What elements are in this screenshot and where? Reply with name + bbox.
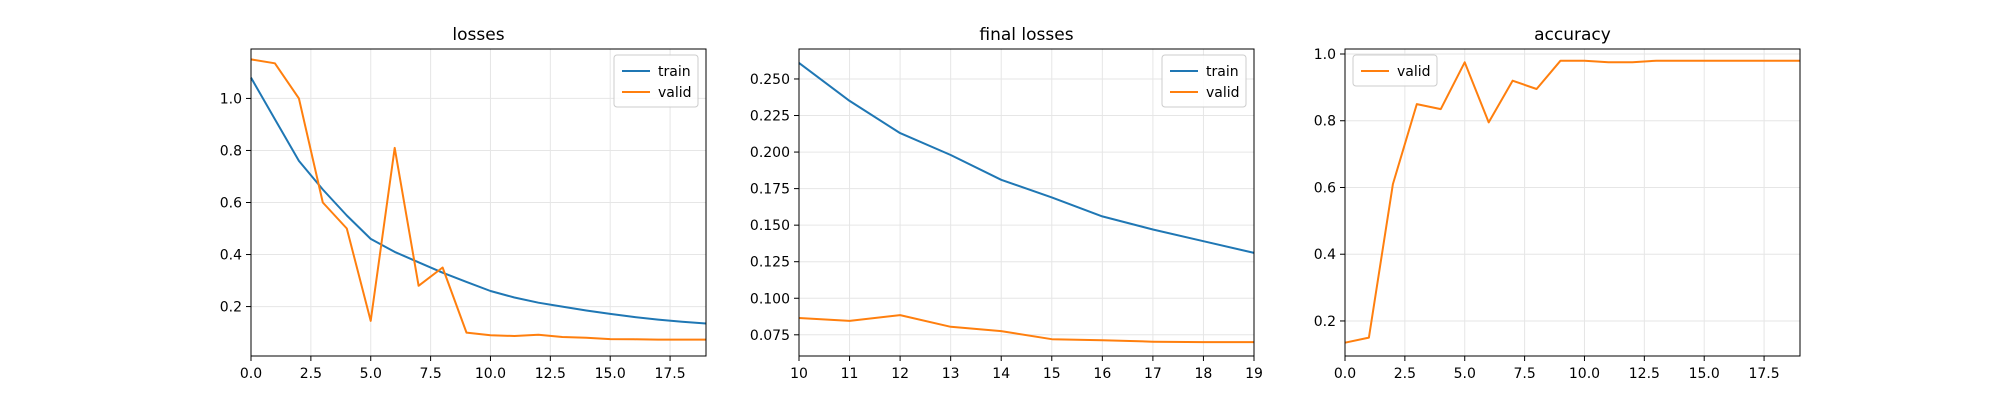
x-tick-label: 10.0 (1569, 366, 1600, 382)
y-tick-label: 0.100 (750, 291, 790, 307)
y-tick-label: 0.125 (750, 255, 790, 271)
y-tick-label: 0.4 (220, 248, 242, 264)
x-tick-label: 17 (1144, 366, 1162, 382)
x-tick-label: 7.5 (419, 366, 441, 382)
chart-1: 10 11 12 13 14 15 16 17 18 19 0.075 0.100 0.125 0.150… (750, 25, 1263, 382)
y-tick-label: 0.2 (1314, 314, 1336, 330)
series-line-train (250, 77, 707, 325)
x-tick-label: 5.0 (360, 366, 382, 382)
legend-label-train: train (1206, 64, 1239, 80)
x-tick-label: 17.5 (654, 366, 685, 382)
chart-2: 0.0 2.5 5.0 7.5 10.0 12.5 15.0 17.5 0.2 0.4 0.6 0.8… (1314, 25, 1801, 382)
plot-frame (1344, 48, 1801, 357)
x-tick-label: 18 (1195, 366, 1213, 382)
x-tick-label: 10 (790, 366, 808, 382)
y-tick-label: 0.175 (750, 182, 790, 198)
legend-box (613, 54, 699, 108)
x-tick-label: 11 (841, 366, 859, 382)
x-tick-label: 15.0 (595, 366, 626, 382)
x-tick-label: 13 (942, 366, 960, 382)
x-tick-label: 7.5 (1513, 366, 1535, 382)
x-tick-label: 12 (891, 366, 909, 382)
y-tick-label: 0.8 (220, 143, 242, 159)
series-line-valid (1344, 59, 1800, 344)
series-line-valid (250, 58, 706, 341)
legend-box (1161, 54, 1247, 108)
x-tick-label: 0.0 (240, 366, 262, 382)
y-tick-label: 1.0 (1314, 47, 1336, 63)
y-tick-label: 0.225 (750, 109, 790, 125)
chart-title: final losses (979, 25, 1073, 45)
plot-frame (798, 48, 1255, 357)
legend-label-valid: valid (658, 85, 692, 101)
x-tick-label: 16 (1093, 366, 1111, 382)
y-tick-label: 0.075 (750, 328, 790, 344)
chart-title: accuracy (1534, 25, 1611, 45)
x-tick-label: 15 (1043, 366, 1061, 382)
x-tick-label: 5.0 (1454, 366, 1476, 382)
legend-label-valid: valid (1397, 64, 1431, 80)
x-tick-label: 12.5 (1629, 366, 1660, 382)
x-tick-label: 10.0 (475, 366, 506, 382)
x-tick-label: 2.5 (300, 366, 322, 382)
y-tick-label: 0.8 (1314, 114, 1336, 130)
legend-label-train: train (658, 64, 691, 80)
y-tick-label: 0.250 (750, 72, 790, 88)
x-tick-label: 0.0 (1334, 366, 1356, 382)
series-line-valid (798, 314, 1254, 344)
chart-title: losses (452, 25, 504, 45)
y-tick-label: 0.6 (220, 196, 242, 212)
x-tick-label: 17.5 (1748, 366, 1779, 382)
legend: train valid (1161, 54, 1247, 108)
legend-box (1352, 54, 1438, 87)
y-tick-label: 0.6 (1314, 180, 1336, 196)
x-tick-label: 12.5 (535, 366, 566, 382)
series-line-train (798, 62, 1255, 254)
legend: valid (1352, 54, 1438, 87)
y-tick-label: 1.0 (220, 91, 242, 107)
y-tick-label: 0.4 (1314, 247, 1336, 263)
y-tick-label: 0.200 (750, 145, 790, 161)
legend-label-valid: valid (1206, 85, 1240, 101)
x-tick-label: 19 (1245, 366, 1263, 382)
y-tick-label: 0.2 (220, 300, 242, 316)
chart-0: 0.0 2.5 5.0 7.5 10.0 12.5 15.0 17.5 0.2 0.4 0.6 0.8… (220, 25, 707, 382)
x-tick-label: 2.5 (1394, 366, 1416, 382)
x-tick-label: 14 (992, 366, 1010, 382)
x-tick-label: 15.0 (1689, 366, 1720, 382)
y-tick-label: 0.150 (750, 218, 790, 234)
legend: train valid (613, 54, 699, 108)
